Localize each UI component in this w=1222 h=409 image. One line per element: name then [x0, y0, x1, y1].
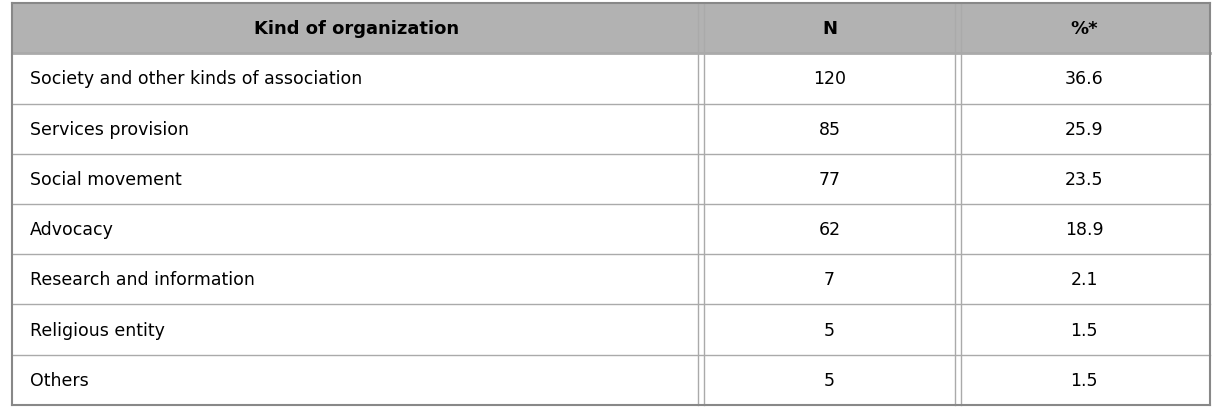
Text: 7: 7: [824, 271, 835, 289]
Text: Religious entity: Religious entity: [31, 321, 165, 339]
Text: Research and information: Research and information: [31, 271, 255, 289]
Bar: [12, 104, 1210, 155]
Bar: [12, 355, 1210, 405]
Text: 5: 5: [824, 371, 835, 389]
Text: Advocacy: Advocacy: [31, 220, 114, 238]
Text: Kind of organization: Kind of organization: [254, 20, 459, 38]
Text: Social movement: Social movement: [31, 171, 182, 189]
Text: 23.5: 23.5: [1064, 171, 1103, 189]
Text: Others: Others: [31, 371, 89, 389]
Text: 1.5: 1.5: [1070, 321, 1097, 339]
Text: Services provision: Services provision: [31, 120, 189, 138]
Text: 18.9: 18.9: [1064, 220, 1103, 238]
Bar: [12, 4, 1210, 54]
Text: Society and other kinds of association: Society and other kinds of association: [31, 70, 363, 88]
Text: 25.9: 25.9: [1064, 120, 1103, 138]
Text: 85: 85: [819, 120, 841, 138]
Text: 62: 62: [819, 220, 841, 238]
Bar: [12, 305, 1210, 355]
Bar: [12, 155, 1210, 204]
Text: %*: %*: [1070, 20, 1097, 38]
Text: 5: 5: [824, 321, 835, 339]
Text: 77: 77: [819, 171, 841, 189]
Text: 36.6: 36.6: [1064, 70, 1103, 88]
Text: 2.1: 2.1: [1070, 271, 1097, 289]
Bar: [12, 204, 1210, 254]
Text: N: N: [822, 20, 837, 38]
Text: 1.5: 1.5: [1070, 371, 1097, 389]
Bar: [12, 54, 1210, 104]
Text: 120: 120: [813, 70, 846, 88]
Bar: [12, 254, 1210, 305]
